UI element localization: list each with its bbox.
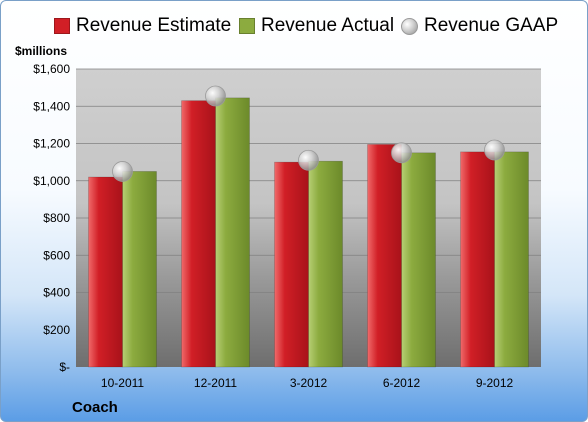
x-tick-label: 9-2012: [476, 376, 514, 390]
gaap-marker: [298, 149, 319, 171]
legend-label-actual: Revenue Actual: [261, 15, 395, 36]
y-tick-label: $200: [43, 323, 70, 337]
gaap-marker: [484, 139, 505, 161]
legend-item-revenue-gaap: Revenue GAAP: [401, 15, 558, 37]
bar-revenue-actual: [494, 151, 529, 368]
y-tick-label: $1,200: [33, 137, 70, 151]
y-tick-label: $800: [43, 211, 70, 225]
y-axis-tick-labels: $- $200 $400 $600 $800 $1,000 $1,200 $1,400 $1,6…: [33, 62, 70, 374]
x-axis-tick-labels: 10-2011 12-2011 3-2012 6-2012 9-2012: [101, 376, 514, 390]
legend-item-revenue-estimate: Revenue Estimate: [54, 15, 231, 37]
legend-label-estimate: Revenue Estimate: [76, 15, 232, 36]
bar-revenue-estimate: [367, 144, 402, 368]
x-tick-label: 6-2012: [383, 376, 421, 390]
bar-revenue-estimate: [88, 176, 123, 368]
x-tick-label: 10-2011: [101, 376, 144, 390]
bar-revenue-actual: [401, 152, 436, 368]
y-axis-unit-label: $millions: [15, 44, 68, 58]
gaap-markers: [112, 85, 505, 182]
y-tick-label: $-: [59, 360, 70, 374]
bar-revenue-actual: [122, 171, 157, 368]
x-tick-label: 12-2011: [194, 376, 237, 390]
gaap-marker: [205, 85, 226, 107]
bar-revenue-estimate: [460, 151, 495, 368]
y-tick-label: $600: [43, 248, 70, 262]
company-name: Coach: [72, 399, 118, 416]
bar-revenue-actual: [215, 97, 250, 368]
legend-swatch-actual: [239, 18, 255, 34]
legend-item-revenue-actual: Revenue Actual: [239, 15, 394, 37]
legend-swatch-estimate: [54, 18, 70, 34]
bar-revenue-estimate: [181, 100, 216, 368]
legend: Revenue Estimate Revenue Actual Revenue …: [1, 15, 587, 41]
y-tick-label: $1,600: [33, 62, 70, 76]
x-tick-label: 3-2012: [290, 376, 328, 390]
gaap-marker: [391, 142, 412, 164]
y-tick-label: $1,400: [33, 99, 70, 113]
bars: [88, 97, 529, 368]
y-tick-label: $1,000: [33, 174, 70, 188]
bar-revenue-estimate: [274, 161, 309, 368]
y-tick-label: $400: [43, 286, 70, 300]
bar-revenue-actual: [308, 160, 343, 368]
legend-label-gaap: Revenue GAAP: [424, 15, 559, 36]
legend-marker-gaap: [401, 17, 418, 35]
gaap-marker: [112, 161, 133, 182]
